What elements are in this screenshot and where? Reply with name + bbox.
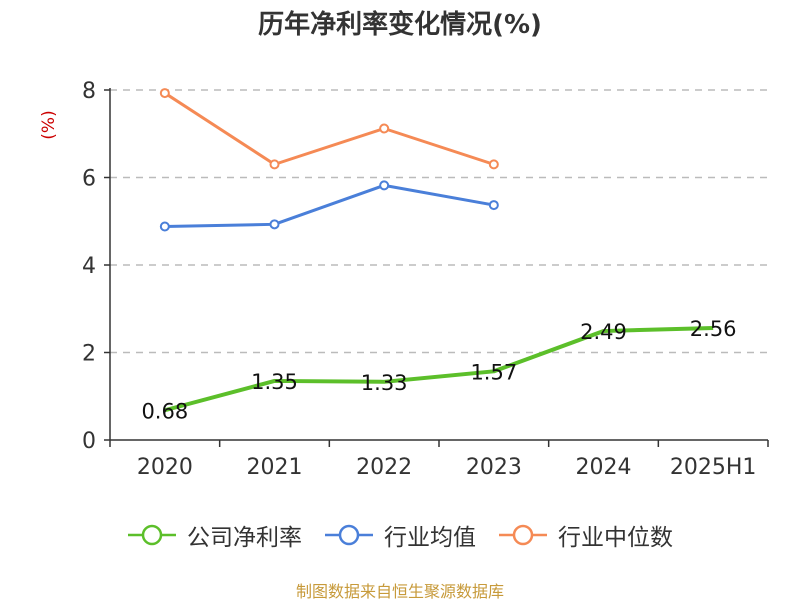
data-point <box>379 180 390 191</box>
series-line <box>164 91 495 166</box>
x-tick-label: 2024 <box>576 455 632 480</box>
legend-item[interactable]: 行业中位数 <box>498 518 673 552</box>
x-tick-label: 2025H1 <box>670 455 757 480</box>
y-tick-label: 0 <box>82 429 96 454</box>
x-tick-label: 2021 <box>247 455 303 480</box>
series-line <box>164 183 495 228</box>
legend-marker-icon <box>128 524 176 546</box>
x-tick-label: 2022 <box>356 455 412 480</box>
data-label: 1.57 <box>470 360 517 384</box>
y-tick-label: 2 <box>82 342 96 367</box>
y-tick-label: 6 <box>82 167 96 192</box>
data-point <box>488 159 499 170</box>
data-label: 1.35 <box>251 370 298 394</box>
data-point <box>159 221 170 232</box>
y-tick-label: 4 <box>82 254 96 279</box>
data-point <box>488 200 499 211</box>
legend-marker-icon <box>499 524 547 546</box>
legend-item[interactable]: 行业均值 <box>324 518 476 552</box>
data-point <box>379 123 390 134</box>
data-label: 1.33 <box>361 371 408 395</box>
x-tick-label: 2023 <box>466 455 522 480</box>
data-point <box>269 219 280 230</box>
y-axis-label: (%) <box>39 110 59 139</box>
data-label: 2.49 <box>580 320 627 344</box>
legend-label: 行业中位数 <box>558 525 673 551</box>
data-point <box>159 88 170 99</box>
legend-label: 行业均值 <box>384 525 476 551</box>
legend-label: 公司净利率 <box>187 525 302 551</box>
legend-item[interactable]: 公司净利率 <box>127 518 302 552</box>
data-label: 0.68 <box>141 399 188 423</box>
series-line <box>164 326 714 413</box>
x-tick-label: 2020 <box>137 455 193 480</box>
source-note: 制图数据来自恒生聚源数据库 <box>295 582 504 601</box>
legend-marker-icon <box>325 524 373 546</box>
data-label: 2.56 <box>690 317 737 341</box>
y-tick-label: 8 <box>82 79 96 104</box>
chart-title: 历年净利率变化情况(%) <box>258 10 542 40</box>
data-point <box>269 159 280 170</box>
legend: 公司净利率 行业均值 行业中位数 <box>0 518 800 552</box>
